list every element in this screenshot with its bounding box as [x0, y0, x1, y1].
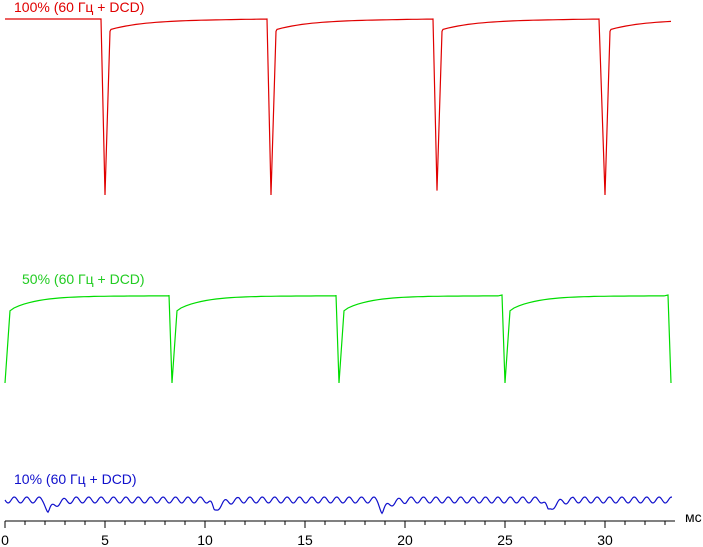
series-10-group: 10% (60 Гц + DCD): [4, 471, 672, 515]
series-10-line: [4, 496, 672, 515]
x-tick-label-5: 5: [101, 532, 109, 547]
x-tick-label-10: 10: [197, 532, 213, 547]
series-100-label: 100% (60 Гц + DCD): [14, 0, 144, 15]
series-100-line: [5, 18, 672, 196]
x-tick-label-0: 0: [1, 532, 9, 547]
x-axis: мс 0 5 10 15 20 25 30: [1, 509, 702, 547]
series-50-group: 50% (60 Гц + DCD): [4, 271, 672, 384]
x-tick-label-15: 15: [297, 532, 313, 547]
series-10-label: 10% (60 Гц + DCD): [14, 471, 137, 487]
series-50-label: 50% (60 Гц + DCD): [22, 271, 145, 287]
series-100-group: 100% (60 Гц + DCD): [5, 0, 672, 196]
x-tick-label-25: 25: [497, 532, 513, 547]
x-axis-unit-label: мс: [685, 509, 702, 525]
x-tick-label-20: 20: [397, 532, 413, 547]
x-tick-label-30: 30: [597, 532, 613, 547]
series-50-line: [4, 294, 672, 384]
